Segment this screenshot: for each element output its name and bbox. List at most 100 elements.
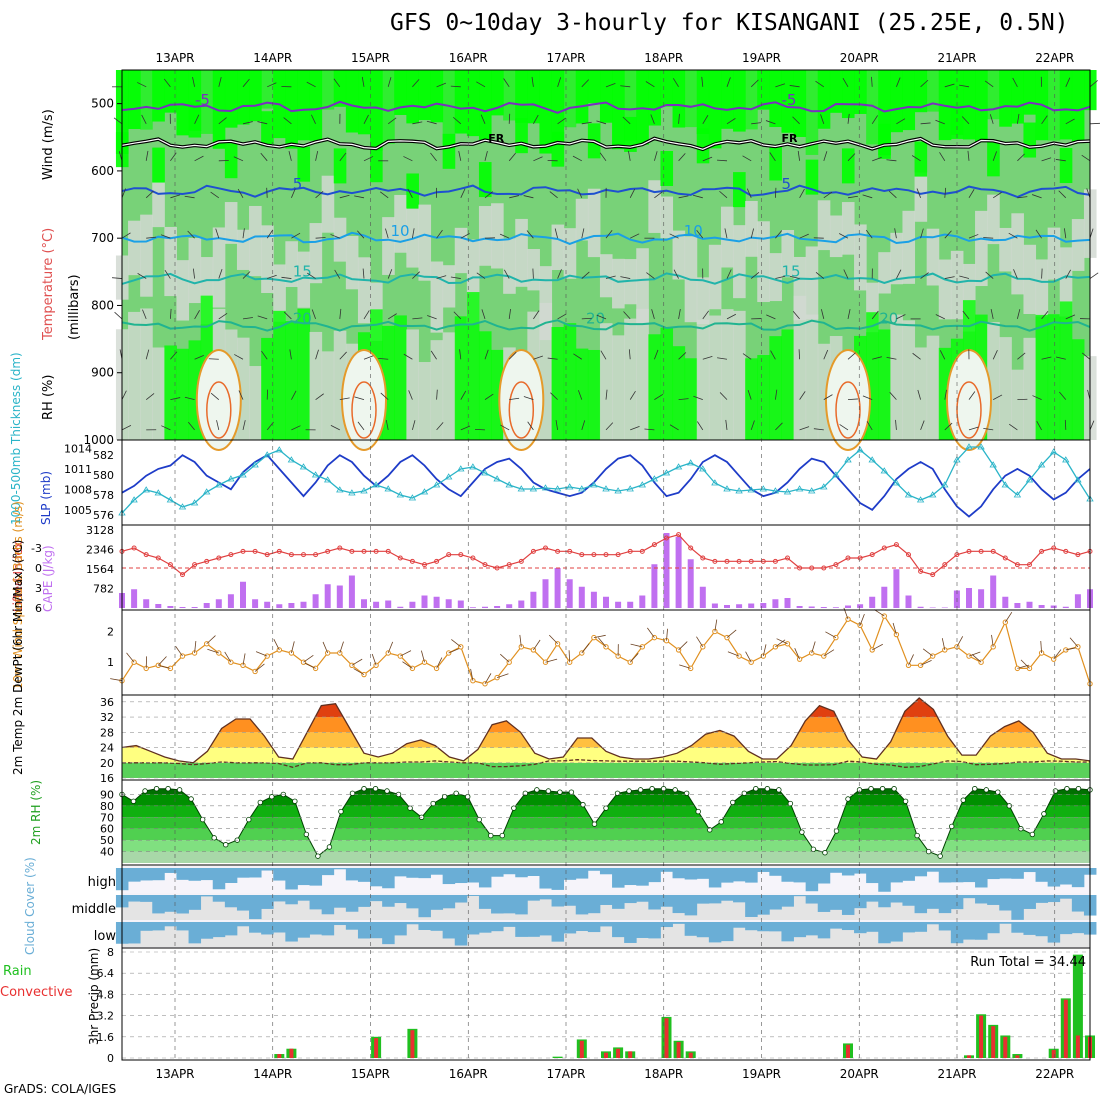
rh-low-cell xyxy=(285,321,298,440)
wind-barb xyxy=(385,228,389,239)
lifted-index-point xyxy=(385,548,391,554)
rh-moist-cell xyxy=(152,147,165,183)
cape-bar xyxy=(203,603,210,608)
wind10-point xyxy=(494,674,500,681)
wind-barb xyxy=(959,84,970,88)
wind10-barb xyxy=(597,637,607,648)
rh-moist-cell xyxy=(478,162,492,198)
wind-barb xyxy=(916,188,921,198)
convective-core-inner xyxy=(508,381,535,439)
wind10-barb xyxy=(304,662,316,669)
chart-title: GFS 0~10day 3-hourly for KISANGANI (25.2… xyxy=(390,10,1069,36)
wind-barb xyxy=(242,271,251,279)
rh-low-cell xyxy=(321,351,335,440)
rh-low-cell xyxy=(696,319,710,440)
slp-tick-label: 1014 xyxy=(64,442,92,455)
rh-moist-cell xyxy=(345,70,359,133)
precip-conv-bar xyxy=(688,1052,693,1058)
wind-barb xyxy=(872,356,882,360)
ylabel-lifted-index: Lifted Index xyxy=(11,541,25,612)
wind-barb xyxy=(315,349,319,360)
wind-barb xyxy=(412,228,415,239)
lifted-index-point xyxy=(349,548,355,554)
wind-barb xyxy=(1081,352,1091,360)
wind-barb xyxy=(984,80,994,88)
rh-moist-cell xyxy=(890,70,903,133)
wind-barb xyxy=(361,76,365,87)
wind-barb xyxy=(654,191,663,199)
cloud-bar xyxy=(503,868,516,875)
cape-bar xyxy=(1062,606,1069,608)
rh-dry-cell xyxy=(975,210,988,287)
wind-barb xyxy=(967,150,970,161)
rh-moist-cell xyxy=(866,70,879,145)
rh-moist-cell xyxy=(188,102,202,138)
rh-low-cell xyxy=(1071,339,1085,440)
convective-core-inner xyxy=(835,381,861,439)
cloud-bar xyxy=(321,922,335,936)
wind-barb xyxy=(823,394,833,400)
rh-dry-cell xyxy=(261,225,274,294)
wind-barb xyxy=(311,309,316,320)
rh-dry-cell xyxy=(212,227,226,308)
wind-barb xyxy=(968,234,979,239)
cloud-bar xyxy=(527,868,540,876)
rh-dry-cell xyxy=(297,251,311,308)
isotherm-label: 20 xyxy=(586,310,605,328)
wind-barb xyxy=(605,83,616,88)
rh-low-cell xyxy=(454,316,468,440)
rh2m-point xyxy=(707,827,713,833)
cloud-bar xyxy=(333,868,347,870)
cape-bar xyxy=(1038,605,1045,608)
cloud-bar xyxy=(648,868,661,883)
wind-barb xyxy=(866,421,873,431)
cloud-bar xyxy=(684,868,698,880)
rh-moist-cell xyxy=(466,70,480,137)
wind-barb xyxy=(242,78,250,88)
wind10-barb xyxy=(448,647,460,654)
rh-low-cell xyxy=(1035,314,1049,440)
wind-barb xyxy=(843,269,849,279)
rh2m-point xyxy=(188,796,194,802)
temp2m-band xyxy=(122,698,1090,718)
cape-bar xyxy=(385,600,392,608)
wind-barb xyxy=(533,156,543,162)
lifted-index-point xyxy=(192,562,198,568)
wind-barb xyxy=(145,190,154,199)
rh2m-point xyxy=(1064,786,1070,792)
cloud-bar xyxy=(466,868,480,883)
lifted-index-point xyxy=(252,548,258,554)
wind-barb xyxy=(1086,188,1091,198)
wind-barb xyxy=(1089,122,1100,125)
isotherm-label: -5 xyxy=(782,91,797,109)
wind-barb xyxy=(387,269,393,279)
lifted-index-point xyxy=(748,558,754,564)
precip-conv-bar xyxy=(664,1018,669,1058)
rh-field xyxy=(115,70,1097,451)
rh-low-cell xyxy=(720,309,734,440)
cloud-bar xyxy=(1071,895,1085,912)
cloud-bar xyxy=(793,922,807,938)
wind-barb xyxy=(581,228,585,239)
cape-bar xyxy=(227,594,234,608)
lifted-index-point xyxy=(688,545,694,551)
thickness-point xyxy=(420,488,429,495)
lifted-index-line xyxy=(121,534,1091,576)
cape-bar xyxy=(905,595,912,608)
cloud-bar xyxy=(902,868,915,881)
rh2m-band xyxy=(122,794,1090,806)
wind10-barb xyxy=(291,641,295,654)
wind-barb xyxy=(847,352,856,360)
rh-moist-cell xyxy=(805,70,819,155)
lifted-index-point xyxy=(833,562,839,568)
convective-core xyxy=(341,349,387,451)
cloud-bar xyxy=(999,868,1012,879)
lifted-index-point xyxy=(639,548,645,554)
rh-low-cell xyxy=(708,315,722,440)
wind-barb xyxy=(799,233,809,239)
slp-tick-label: 1011 xyxy=(64,463,92,476)
rh-dry-cell xyxy=(430,261,444,333)
wind-barb xyxy=(426,120,437,125)
cloud-bar xyxy=(357,895,371,907)
wind-barb xyxy=(436,422,444,431)
